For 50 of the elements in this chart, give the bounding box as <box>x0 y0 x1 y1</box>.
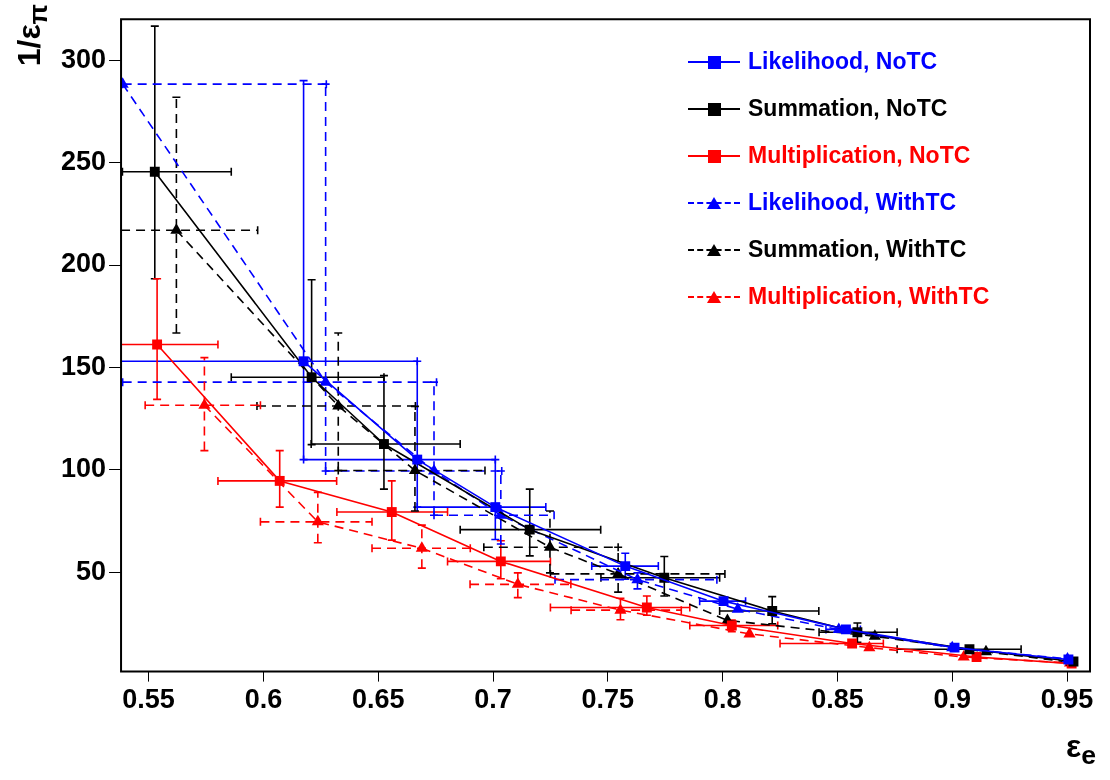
point <box>631 572 644 584</box>
point <box>614 603 627 614</box>
point <box>311 514 324 526</box>
point <box>495 556 506 567</box>
point <box>641 602 652 613</box>
point <box>971 652 982 663</box>
y-tick-label: 300 <box>60 43 107 74</box>
y-tick-label: 50 <box>76 555 107 586</box>
x-tick-label: 0.8 <box>703 684 742 715</box>
point <box>957 650 970 661</box>
x-tick-label: 0.65 <box>351 684 405 715</box>
legend-label: Likelihood, WithTC <box>748 189 957 216</box>
legend-label: Likelihood, NoTC <box>748 48 938 75</box>
point <box>718 596 729 607</box>
x-tick-label: 0.6 <box>244 684 283 715</box>
point <box>298 356 309 367</box>
point <box>306 372 317 383</box>
x-tick-label: 0.55 <box>122 684 175 715</box>
y-tick-label: 200 <box>60 248 107 279</box>
y-tick-label: 100 <box>60 453 107 484</box>
legend-label: Summation, WithTC <box>748 236 967 263</box>
point <box>274 475 285 486</box>
point <box>511 577 524 588</box>
point <box>412 454 423 465</box>
point <box>170 223 183 234</box>
point <box>847 638 858 649</box>
point <box>620 561 631 572</box>
x-tick-label: 0.75 <box>581 684 635 715</box>
point <box>490 502 501 513</box>
legend-label: Multiplication, NoTC <box>748 142 971 169</box>
point <box>840 624 851 635</box>
point <box>524 524 535 535</box>
point <box>386 507 397 517</box>
point <box>731 602 744 613</box>
point <box>379 439 389 449</box>
x-tick-label: 0.85 <box>811 684 864 715</box>
point <box>543 540 557 551</box>
point <box>149 166 160 177</box>
point <box>408 463 422 474</box>
point <box>198 398 211 409</box>
point <box>152 339 163 350</box>
x-axis-title: ε$_{e}$ <box>1065 728 1096 772</box>
x-tick-label: 0.7 <box>474 684 512 715</box>
x-tick-label: 0.95 <box>1040 684 1094 715</box>
point <box>415 541 428 552</box>
legend-label: Summation, NoTC <box>748 95 948 122</box>
y-tick-label: 150 <box>60 350 107 381</box>
legend-label: Multiplication, WithTC <box>748 283 990 310</box>
x-tick-label: 0.9 <box>933 684 972 715</box>
y-tick-label: 250 <box>60 146 107 177</box>
